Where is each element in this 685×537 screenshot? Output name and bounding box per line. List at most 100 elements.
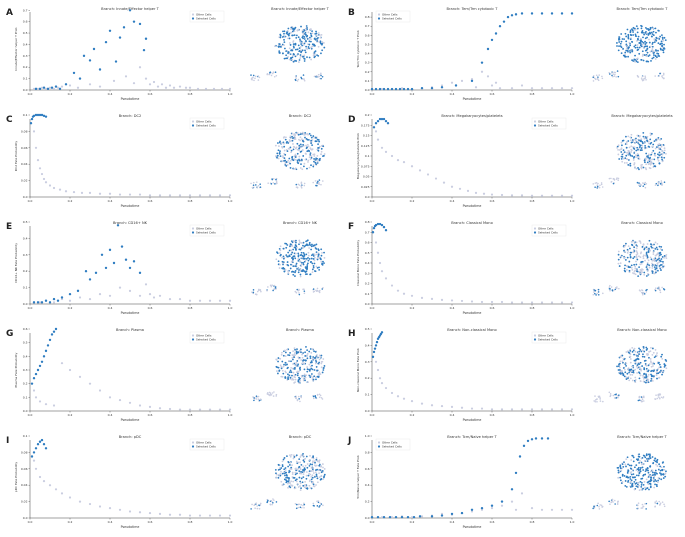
umap-point xyxy=(644,473,647,476)
umap-point xyxy=(665,367,668,370)
umap-point xyxy=(663,465,665,468)
other-cell-point xyxy=(490,300,494,304)
umap-point xyxy=(308,241,311,244)
umap-point xyxy=(295,352,298,355)
umap-point xyxy=(632,34,635,36)
umap-point xyxy=(641,144,644,147)
selected-cell-point xyxy=(371,355,375,359)
y-axis-label: Tcm/Naive helper T Fate Prob xyxy=(356,455,360,500)
umap-point xyxy=(319,394,322,397)
umap-point xyxy=(294,502,297,505)
umap-point xyxy=(639,144,642,147)
umap-point xyxy=(625,146,628,149)
umap-point xyxy=(319,502,322,505)
umap-point xyxy=(663,156,666,159)
umap-point xyxy=(624,264,626,267)
umap-point xyxy=(612,289,615,292)
umap-point xyxy=(273,75,276,78)
umap-point xyxy=(285,161,288,164)
umap-point xyxy=(301,362,304,365)
umap-point xyxy=(657,253,659,256)
umap-point xyxy=(269,503,272,506)
umap-point xyxy=(290,480,293,483)
umap-point xyxy=(259,502,262,505)
umap-point xyxy=(649,474,652,477)
selected-cell-point xyxy=(46,87,50,91)
umap-point xyxy=(627,135,630,138)
umap-point xyxy=(648,38,650,41)
umap-point xyxy=(623,461,625,464)
other-cell-point xyxy=(152,80,156,84)
umap-point xyxy=(610,286,613,288)
umap-point xyxy=(663,147,666,150)
umap-point xyxy=(292,60,295,63)
umap-point xyxy=(279,263,281,266)
legend-selected-marker xyxy=(377,17,381,20)
other-cell-point xyxy=(410,165,414,168)
umap-point xyxy=(629,478,632,480)
umap-point xyxy=(649,50,652,53)
umap-point xyxy=(621,473,624,476)
umap-point xyxy=(317,147,320,149)
other-cell-point xyxy=(40,172,44,176)
umap-point xyxy=(287,37,289,40)
umap-point xyxy=(301,469,304,471)
umap-point xyxy=(305,346,307,348)
legend-selected-marker xyxy=(533,338,537,341)
umap-point xyxy=(290,249,293,252)
other-cell-point xyxy=(460,299,464,303)
umap-point xyxy=(661,49,664,51)
umap-point xyxy=(650,258,653,261)
umap-point xyxy=(294,265,297,268)
umap-point xyxy=(275,258,278,261)
umap-point xyxy=(279,357,282,360)
umap-point xyxy=(659,291,662,294)
umap-point xyxy=(662,397,664,399)
umap-point xyxy=(635,365,638,368)
umap-point xyxy=(312,266,315,269)
y-axis-label: Tem/Trm cytotoxic T Prob xyxy=(356,30,360,69)
legend-box xyxy=(189,438,225,451)
umap-point xyxy=(656,485,658,488)
umap-point xyxy=(276,152,279,155)
umap-point xyxy=(643,182,645,185)
umap-point xyxy=(645,373,647,376)
umap-point xyxy=(625,362,628,365)
y-tick-label: 0.125 xyxy=(361,144,370,148)
x-tick-label: 0.0 xyxy=(28,306,33,310)
umap-point xyxy=(627,368,629,371)
umap-point xyxy=(307,46,310,48)
y-axis-label: DC2 Fate Probability xyxy=(14,141,18,172)
y-tick-label: 0.4 xyxy=(23,236,28,240)
umap-point xyxy=(641,271,643,274)
other-cell-point xyxy=(530,87,534,90)
umap-point xyxy=(651,35,653,38)
umap-point xyxy=(638,455,641,458)
umap-point xyxy=(633,138,636,141)
umap-point xyxy=(633,152,636,154)
umap-point xyxy=(272,178,275,180)
chart-title: Branch: CD16+ NK xyxy=(113,221,148,225)
other-cell-point xyxy=(188,299,192,302)
y-tick-label: 0.7 xyxy=(23,8,28,12)
umap-point xyxy=(648,247,650,250)
umap-point xyxy=(645,253,648,255)
umap-point xyxy=(637,275,640,278)
umap-point xyxy=(289,454,291,457)
y-tick-label: 0.05 xyxy=(363,175,370,179)
legend-other-marker xyxy=(191,13,195,16)
other-cell-point xyxy=(510,408,514,411)
umap-point xyxy=(664,364,667,367)
other-cell-point xyxy=(76,86,80,89)
y-tick-label: 0.6 xyxy=(365,241,370,245)
umap-point xyxy=(309,454,311,457)
umap-point xyxy=(641,355,644,358)
umap-point xyxy=(644,43,647,45)
umap-point xyxy=(616,503,619,506)
umap-point xyxy=(304,244,307,247)
umap-point xyxy=(301,353,304,356)
umap-point xyxy=(661,501,664,503)
y-axis-label: Plasma Fate Probability xyxy=(14,352,18,387)
umap-point xyxy=(300,253,303,256)
